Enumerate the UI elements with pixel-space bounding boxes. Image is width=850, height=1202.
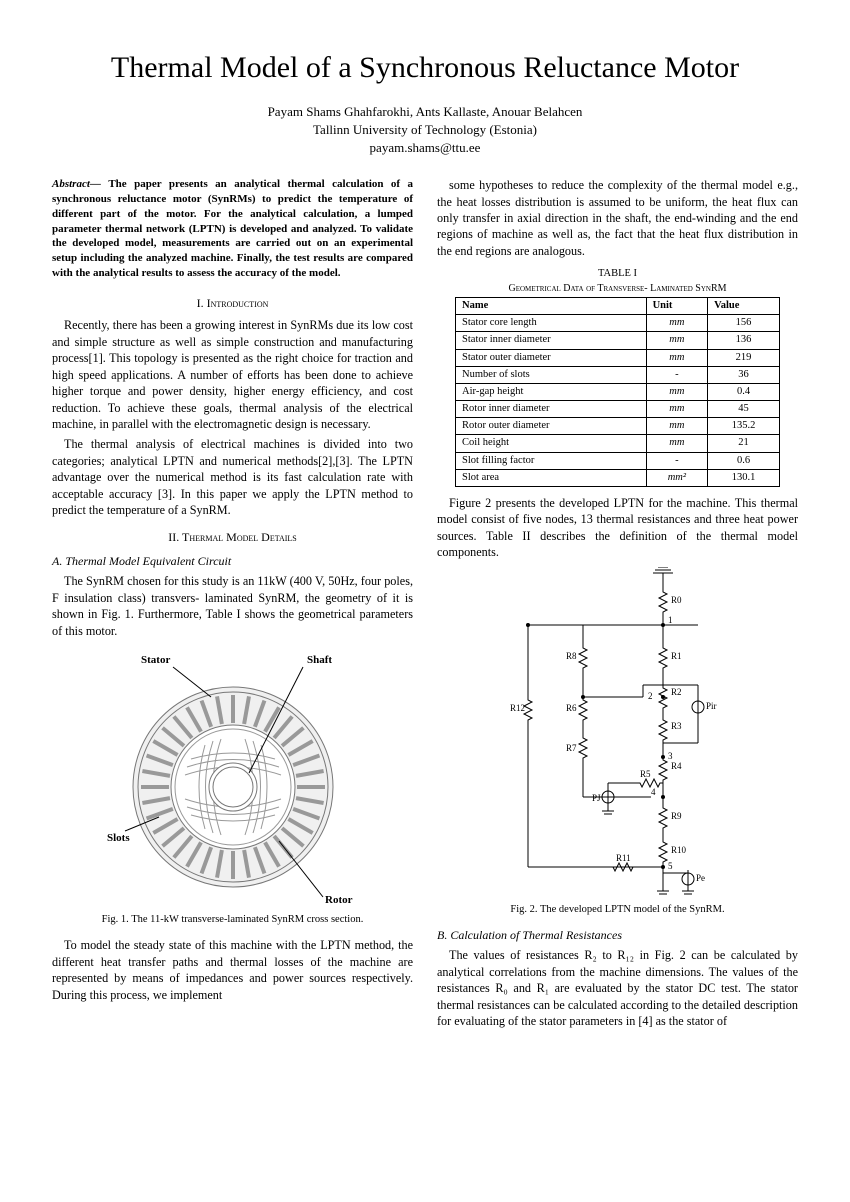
svg-text:1: 1 (668, 615, 673, 625)
svg-text:R2: R2 (671, 687, 682, 697)
thermal-model-paragraph-1: The SynRM chosen for this study is an 11… (52, 573, 413, 639)
figure-1-motor-cross-section: Stator Shaft Slots Rotor (103, 647, 363, 907)
svg-text:4: 4 (651, 787, 656, 797)
svg-text:R3: R3 (671, 721, 682, 731)
figure-1-caption: Fig. 1. The 11-kW transverse-laminated S… (52, 913, 413, 927)
figure-2-lptn-circuit: R0 R1 R2 R3 R4 R5 R6 R7 R8 R9 R10 R11 R1… (468, 567, 768, 897)
thermal-model-paragraph-2: To model the steady state of this machin… (52, 937, 413, 1003)
figure-2-caption: Fig. 2. The developed LPTN model of the … (437, 903, 798, 917)
left-column: Abstract— The paper presents an analytic… (52, 177, 413, 1033)
fig1-label-slots: Slots (107, 832, 130, 844)
svg-text:R12: R12 (510, 703, 525, 713)
svg-text:R4: R4 (671, 761, 682, 771)
authors-line: Payam Shams Ghahfarokhi, Ants Kallaste, … (52, 103, 798, 121)
col2-paragraph-3: The values of resistances R₂ to R₁₂ in F… (437, 947, 798, 1029)
svg-text:Pir: Pir (706, 701, 717, 711)
col2-paragraph-1: some hypotheses to reduce the complexity… (437, 177, 798, 259)
fig1-label-shaft: Shaft (307, 654, 332, 666)
svg-text:R11: R11 (616, 853, 631, 863)
table-1-subtitle: Geometrical Data of Transverse- Laminate… (437, 282, 798, 296)
svg-text:R10: R10 (671, 845, 687, 855)
svg-text:3: 3 (668, 751, 673, 761)
intro-paragraph-1: Recently, there has been a growing inter… (52, 317, 413, 432)
svg-text:R8: R8 (566, 651, 577, 661)
col2-paragraph-2: Figure 2 presents the developed LPTN for… (437, 495, 798, 561)
abstract-body: The paper presents an analytical thermal… (52, 178, 413, 279)
table-1: NameUnitValue Stator core lengthmm156Sta… (455, 297, 780, 487)
svg-text:PJ: PJ (592, 793, 601, 803)
svg-text:R1: R1 (671, 651, 682, 661)
contact-email: payam.shams@ttu.ee (52, 139, 798, 157)
svg-text:R5: R5 (640, 769, 651, 779)
abstract: Abstract— The paper presents an analytic… (52, 177, 413, 281)
svg-text:5: 5 (668, 861, 673, 871)
section-1-heading: I. Introduction (52, 295, 413, 311)
right-column: some hypotheses to reduce the complexity… (437, 177, 798, 1033)
subsection-a-heading: A. Thermal Model Equivalent Circuit (52, 553, 413, 569)
svg-text:Pe: Pe (696, 873, 705, 883)
table-1-title: TABLE I (437, 267, 798, 281)
fig1-label-stator: Stator (141, 654, 170, 666)
intro-paragraph-2: The thermal analysis of electrical machi… (52, 436, 413, 518)
paper-title: Thermal Model of a Synchronous Reluctanc… (52, 48, 798, 89)
svg-text:R6: R6 (566, 703, 577, 713)
svg-text:2: 2 (648, 691, 653, 701)
svg-text:R0: R0 (671, 595, 682, 605)
svg-text:R7: R7 (566, 743, 577, 753)
affiliation: Tallinn University of Technology (Estoni… (52, 121, 798, 139)
fig1-label-rotor: Rotor (325, 894, 353, 906)
section-2-heading: II. Thermal Model Details (52, 529, 413, 545)
svg-text:R9: R9 (671, 811, 682, 821)
abstract-lead: Abstract— (52, 178, 101, 190)
subsection-b-heading: B. Calculation of Thermal Resistances (437, 927, 798, 943)
